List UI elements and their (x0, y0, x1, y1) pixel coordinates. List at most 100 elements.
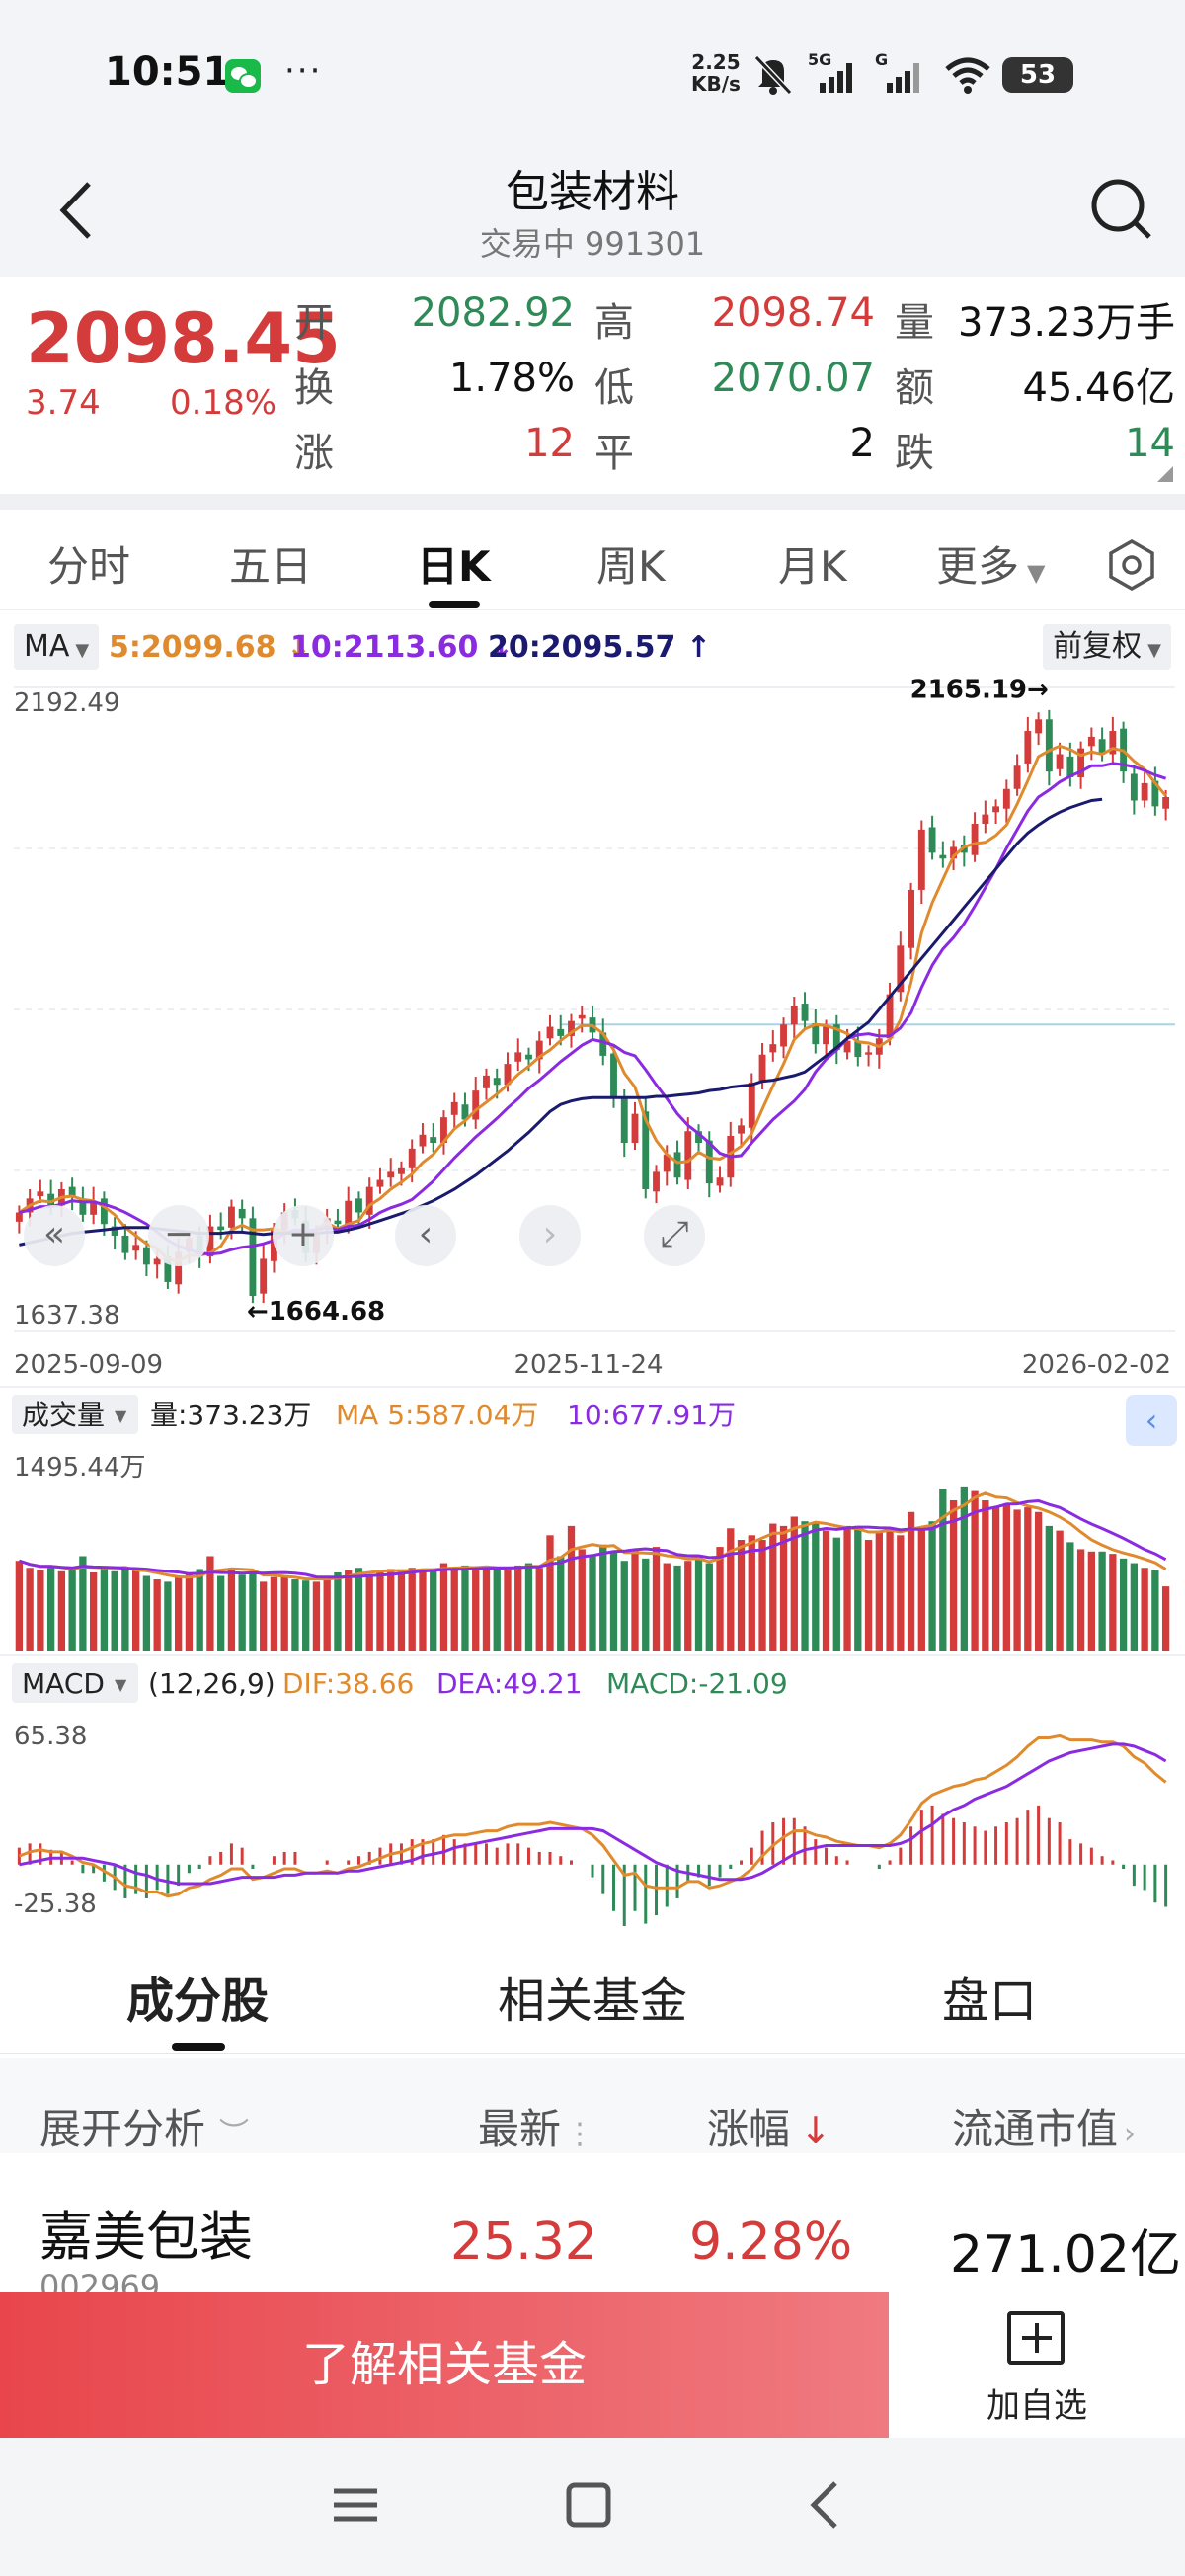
price-change: 3.74 (26, 383, 101, 423)
list-item[interactable]: 嘉美包装 002969 25.32 9.28% 271.02亿 (0, 2153, 1185, 2305)
candle-body (142, 1247, 150, 1265)
adjust-selector[interactable]: 前复权 ▼ (1043, 624, 1171, 670)
volume-header: 成交量 ▼ 量:373.23万 MA 5:587.04万 10:677.91万 … (12, 1395, 1177, 1446)
volume-bar (57, 1570, 66, 1651)
column-latest[interactable]: 最新 ⋮ (478, 2096, 594, 2156)
candle-body (398, 1167, 405, 1174)
candle-body (705, 1140, 713, 1184)
volume-bar (1034, 1511, 1043, 1651)
back-arrow-icon[interactable] (51, 176, 101, 245)
label-falling: 跌 (895, 431, 934, 476)
stock-market-cap: 271.02亿 (950, 2225, 1181, 2285)
add-watchlist-label: 加自选 (987, 2386, 1087, 2426)
scroll-left-button[interactable]: ‹ (395, 1205, 456, 1266)
network-speed-value: 2.25 (691, 50, 741, 74)
candle-body (939, 854, 947, 859)
candle-body (684, 1131, 692, 1180)
kline-chart[interactable]: 2192.49 1637.38 2165.19→ ←1664.68 2025-0… (0, 678, 1185, 1926)
volume-bar (663, 1563, 671, 1651)
volume-bar (37, 1570, 44, 1651)
expand-arc-icon: ︶ (219, 2117, 250, 2151)
volume-bar (153, 1579, 161, 1651)
volume-bar (1087, 1551, 1096, 1651)
menu-icon[interactable] (326, 2475, 385, 2535)
candle-body (1056, 754, 1064, 769)
candle-body (79, 1198, 87, 1215)
home-square-icon[interactable] (559, 2475, 618, 2535)
trading-status: 交易中 991301 (479, 225, 706, 263)
zoom-out-button[interactable]: − (148, 1205, 209, 1266)
ma20-value: 20:2095.57 ↑ (488, 630, 711, 665)
down-arrow-icon: ↓ (478, 630, 514, 665)
volume-bar (387, 1569, 395, 1651)
tab-order-book[interactable]: 盘口 (942, 1973, 1038, 2029)
volume-bar (419, 1570, 427, 1651)
candle-body (227, 1206, 235, 1228)
value-turnover: 1.78% (448, 356, 575, 401)
scroll-right-button[interactable]: › (519, 1205, 581, 1266)
value-falling: 14 (1125, 421, 1175, 466)
ma20-value-text: 20:2095.57 (488, 630, 676, 665)
candle-body (832, 1024, 840, 1051)
tab-constituents[interactable]: 成分股 (126, 1973, 270, 2029)
volume-bar (727, 1528, 735, 1651)
candle-body (206, 1226, 214, 1257)
volume-chip[interactable]: 成交量 (22, 1399, 105, 1431)
column-market-cap[interactable]: 流通市值 › (952, 2096, 1136, 2156)
candle-body (483, 1075, 490, 1088)
expand-corner-icon[interactable] (1157, 466, 1173, 482)
back-nav-icon[interactable] (796, 2475, 855, 2535)
macd-dif: DIF:38.66 (282, 1667, 414, 1700)
volume-bar (812, 1523, 820, 1651)
volume-bar (397, 1570, 406, 1651)
ma-lines (18, 744, 1167, 1263)
ma-selector[interactable]: MA ▼ (14, 624, 100, 670)
macd-chip[interactable]: MACD (22, 1667, 105, 1700)
column-change[interactable]: 涨幅 ↓ (707, 2096, 831, 2156)
dropdown-arrow-icon: ▼ (1027, 559, 1046, 587)
tab-more[interactable]: 更多 ▼ (936, 533, 1045, 594)
related-funds-button[interactable]: 了解相关基金 (0, 2292, 889, 2438)
collapse-panel-button[interactable] (1126, 1395, 1177, 1446)
stock-price: 25.32 (450, 2213, 597, 2272)
settings-hexagon-icon[interactable] (1104, 537, 1159, 593)
search-icon[interactable] (1086, 174, 1155, 243)
tab-five-day[interactable]: 五日 (229, 542, 313, 591)
volume-bar (790, 1516, 798, 1651)
volume-bar (737, 1540, 746, 1651)
signal-g-label: G (875, 51, 888, 69)
volume-chip-bg[interactable] (12, 1395, 138, 1434)
fullscreen-button[interactable]: ⤢ (644, 1205, 705, 1266)
candle-body (578, 1014, 586, 1019)
title-bar: 包装材料 交易中 991301 (0, 148, 1185, 277)
volume-bar (260, 1581, 268, 1651)
candle-body (1035, 719, 1043, 734)
stock-change-pct: 9.28% (689, 2213, 853, 2272)
tab-daily-k[interactable]: 日K (417, 542, 491, 591)
volume-bar (524, 1563, 533, 1651)
tab-intraday[interactable]: 分时 (47, 542, 131, 591)
macd-lines (18, 1733, 1167, 1898)
tab-monthly-k[interactable]: 月K (778, 542, 847, 591)
ma-legend: MA ▼ 5:2099.68 ↓ 10:2113.60 ↓ 20:2095.57 … (0, 618, 1185, 678)
x-label-mid: 2025-11-24 (514, 1350, 663, 1380)
expand-analysis[interactable]: 展开分析 ︶ (40, 2096, 249, 2156)
zoom-in-button[interactable]: + (273, 1205, 334, 1266)
tab-weekly-k[interactable]: 周K (596, 542, 666, 591)
candle-body (15, 1212, 23, 1222)
dropdown-arrow-icon: ▼ (75, 640, 90, 661)
candle-body (461, 1104, 469, 1120)
candle-body (47, 1193, 55, 1206)
macd-chip-bg[interactable] (12, 1663, 138, 1703)
tab-related-funds[interactable]: 相关基金 (498, 1973, 688, 2029)
column-change-label: 涨幅 (707, 2105, 791, 2153)
candle-body (886, 994, 894, 1039)
rewind-button[interactable]: « (24, 1205, 85, 1266)
candle-body (769, 1044, 777, 1053)
candle-body (153, 1258, 161, 1265)
status-bar: 10:51 ··· 2.25 KB/s 5G G 53 (0, 0, 1185, 148)
candle-body (1141, 782, 1148, 801)
candle-body (546, 1026, 554, 1039)
add-watchlist-button[interactable]: 加自选 (889, 2292, 1185, 2438)
candle-body (175, 1251, 183, 1285)
